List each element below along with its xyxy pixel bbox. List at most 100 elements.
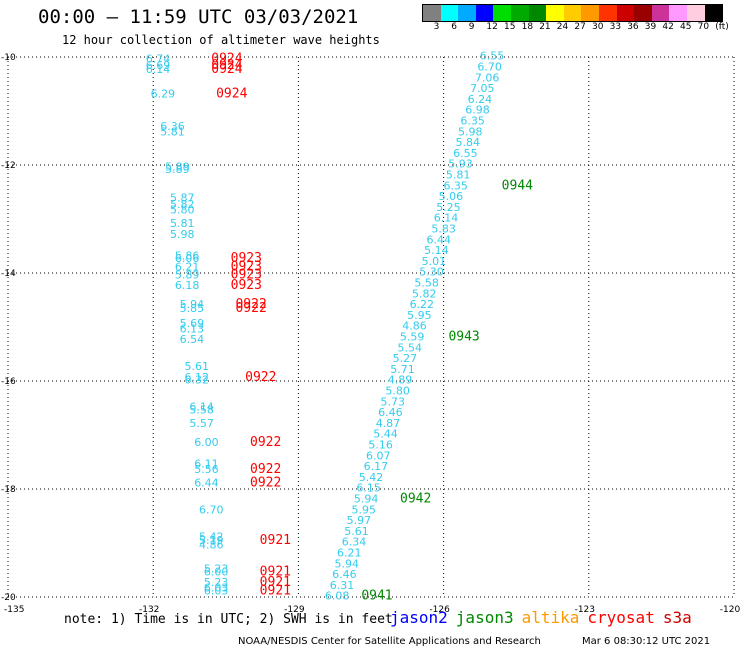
swh-value-cryosat: 6.32	[185, 374, 210, 387]
color-scale-label: 6	[451, 22, 457, 32]
swh-value-jason3: 5.94	[335, 557, 360, 570]
pass-time-cryosat: 0923	[231, 251, 262, 266]
swh-value-jason3: 7.06	[475, 71, 500, 84]
swh-value-cryosat: 6.00	[194, 436, 219, 449]
color-scale-swatch	[528, 5, 547, 21]
swh-value-jason3: 5.59	[400, 331, 425, 344]
color-scale-label: 3	[433, 22, 440, 32]
swh-value-cryosat: 6.44	[194, 476, 219, 489]
pass-time-cryosat: 0921	[260, 575, 291, 590]
color-scale-labels: 3 6 9 12 15 18 21 24 27 30 33 36 39 42 45 70 (ft)	[422, 22, 740, 34]
lon-tick-label: -126	[429, 605, 450, 615]
swh-value-cryosat: 6.54	[180, 333, 205, 346]
lat-tick-label: -18	[1, 485, 16, 495]
swh-value-cryosat: 6.13	[180, 322, 205, 335]
color-scale-label: 12	[486, 22, 498, 32]
color-scale-label: (ft)	[715, 22, 729, 32]
swh-value-cryosat: 5.89	[165, 163, 190, 176]
satellite-legend-jason2: jason2	[390, 608, 448, 627]
swh-value-jason3: 4.89	[388, 374, 413, 387]
satellite-legend-altika: altika	[521, 608, 580, 627]
swh-value-jason3: 5.58	[414, 277, 439, 290]
swh-value-cryosat: 6.11	[194, 457, 219, 470]
pass-time-jason3: 0942	[400, 492, 431, 507]
swh-value-cryosat: 5.56	[194, 463, 219, 476]
color-scale-swatch	[581, 5, 599, 21]
swh-value-cryosat: 5.19	[199, 534, 224, 547]
swh-value-jason3: 6.35	[443, 179, 468, 192]
swh-value-cryosat: 5.69	[180, 317, 205, 330]
color-scale-label: 9	[468, 22, 475, 32]
pass-time-cryosat: 0924	[216, 87, 247, 102]
swh-value-jason3: 5.95	[407, 309, 432, 322]
pass-time-labels: 0924092409240924092309230923092309220922…	[211, 51, 533, 603]
pass-time-cryosat: 0922	[235, 301, 266, 316]
swh-value-jason3: 6.31	[330, 579, 355, 592]
lat-tick-label: -14	[1, 269, 16, 279]
color-scale-swatch	[423, 5, 441, 21]
pass-time-cryosat: 0922	[250, 435, 281, 450]
swh-value-cryosat: 6.74	[146, 52, 171, 65]
pass-time-cryosat: 0921	[260, 533, 291, 548]
satellite-legend-s3a: s3a	[662, 608, 692, 627]
color-scale-label: 36	[627, 22, 639, 32]
lat-tick-label: -12	[1, 161, 16, 171]
map-title: 00:00 – 11:59 UTC 03/03/2021	[38, 6, 359, 28]
swh-value-jason3: 6.46	[332, 568, 357, 581]
swh-value-jason3: 5.80	[385, 385, 410, 398]
color-scale-swatch	[704, 5, 723, 21]
swh-value-jason3: 5.95	[351, 503, 376, 516]
swh-value-jason3: 6.44	[427, 233, 452, 246]
color-scale-swatch	[475, 5, 494, 21]
color-scale-label: 42	[662, 22, 674, 32]
swh-value-cryosat: 5.82	[170, 198, 195, 211]
color-scale-label: 15	[504, 22, 516, 32]
pass-time-cryosat: 0923	[231, 278, 262, 293]
pass-time-jason3: 0943	[448, 330, 479, 345]
pass-time-cryosat: 0923	[231, 267, 262, 282]
swh-value-jason3: 5.98	[458, 125, 483, 138]
color-scale-label: 70	[697, 22, 710, 32]
swh-value-cryosat: 5.42	[199, 530, 224, 543]
swh-value-jason3: 5.93	[448, 158, 473, 171]
color-scale-label: 27	[574, 22, 586, 32]
swh-value-cryosat: 5.81	[170, 217, 195, 230]
swh-value-jason3: 5.27	[393, 352, 418, 365]
swh-value-cryosat: 6.70	[199, 503, 224, 516]
footer-note: note: 1) Time is in UTC; 2) SWH is in fe…	[64, 612, 393, 627]
pass-time-cryosat: 0922	[245, 370, 276, 385]
swh-value-jason3: 5.42	[359, 471, 384, 484]
swh-value-jason3: 6.70	[477, 61, 502, 74]
color-scale-swatch	[440, 5, 459, 21]
swh-value-jason3: 5.83	[431, 223, 456, 236]
swh-value-cryosat: 5.89	[175, 268, 200, 281]
lon-tick-label: -120	[720, 605, 740, 615]
swh-value-jason3: 5.82	[412, 287, 437, 300]
swh-value-cryosat: 5.23	[204, 563, 229, 576]
swh-value-jason3: 5.54	[397, 341, 422, 354]
footer-credit: NOAA/NESDIS Center for Satellite Applica…	[238, 636, 541, 647]
swh-value-jason3: 5.61	[344, 525, 369, 538]
swh-value-jason3: 5.97	[347, 514, 372, 527]
color-scale-swatch	[493, 5, 511, 21]
footer-timestamp: Mar 6 08:30:12 UTC 2021	[582, 636, 711, 647]
color-scale-label: 39	[644, 22, 657, 32]
swh-value-cryosat: 6.00	[204, 565, 229, 578]
swh-value-cryosat: 5.81	[160, 125, 185, 138]
swh-value-jason3: 7.05	[470, 82, 495, 95]
satellite-legend-cryosat: cryosat	[587, 608, 655, 627]
pass-time-cryosat: 0921	[260, 583, 291, 598]
swh-value-jason3: 4.86	[402, 320, 427, 333]
map-subtitle: 12 hour collection of altimeter wave hei…	[62, 33, 380, 47]
pass-time-cryosat: 0922	[235, 297, 266, 312]
color-scale-swatch	[651, 5, 670, 21]
lon-tick-label: -129	[284, 605, 305, 615]
swh-value-jason3: 6.07	[366, 449, 391, 462]
swh-value-jason3: 4.87	[376, 417, 401, 430]
color-scale-label: 18	[521, 22, 534, 32]
color-scale-swatch	[634, 5, 652, 21]
swh-value-jason3: 6.55	[480, 50, 505, 63]
swh-value-cryosat: 6.18	[175, 279, 200, 292]
swh-value-jason3: 6.15	[356, 482, 381, 495]
swh-value-cryosat: 5.98	[170, 228, 195, 241]
